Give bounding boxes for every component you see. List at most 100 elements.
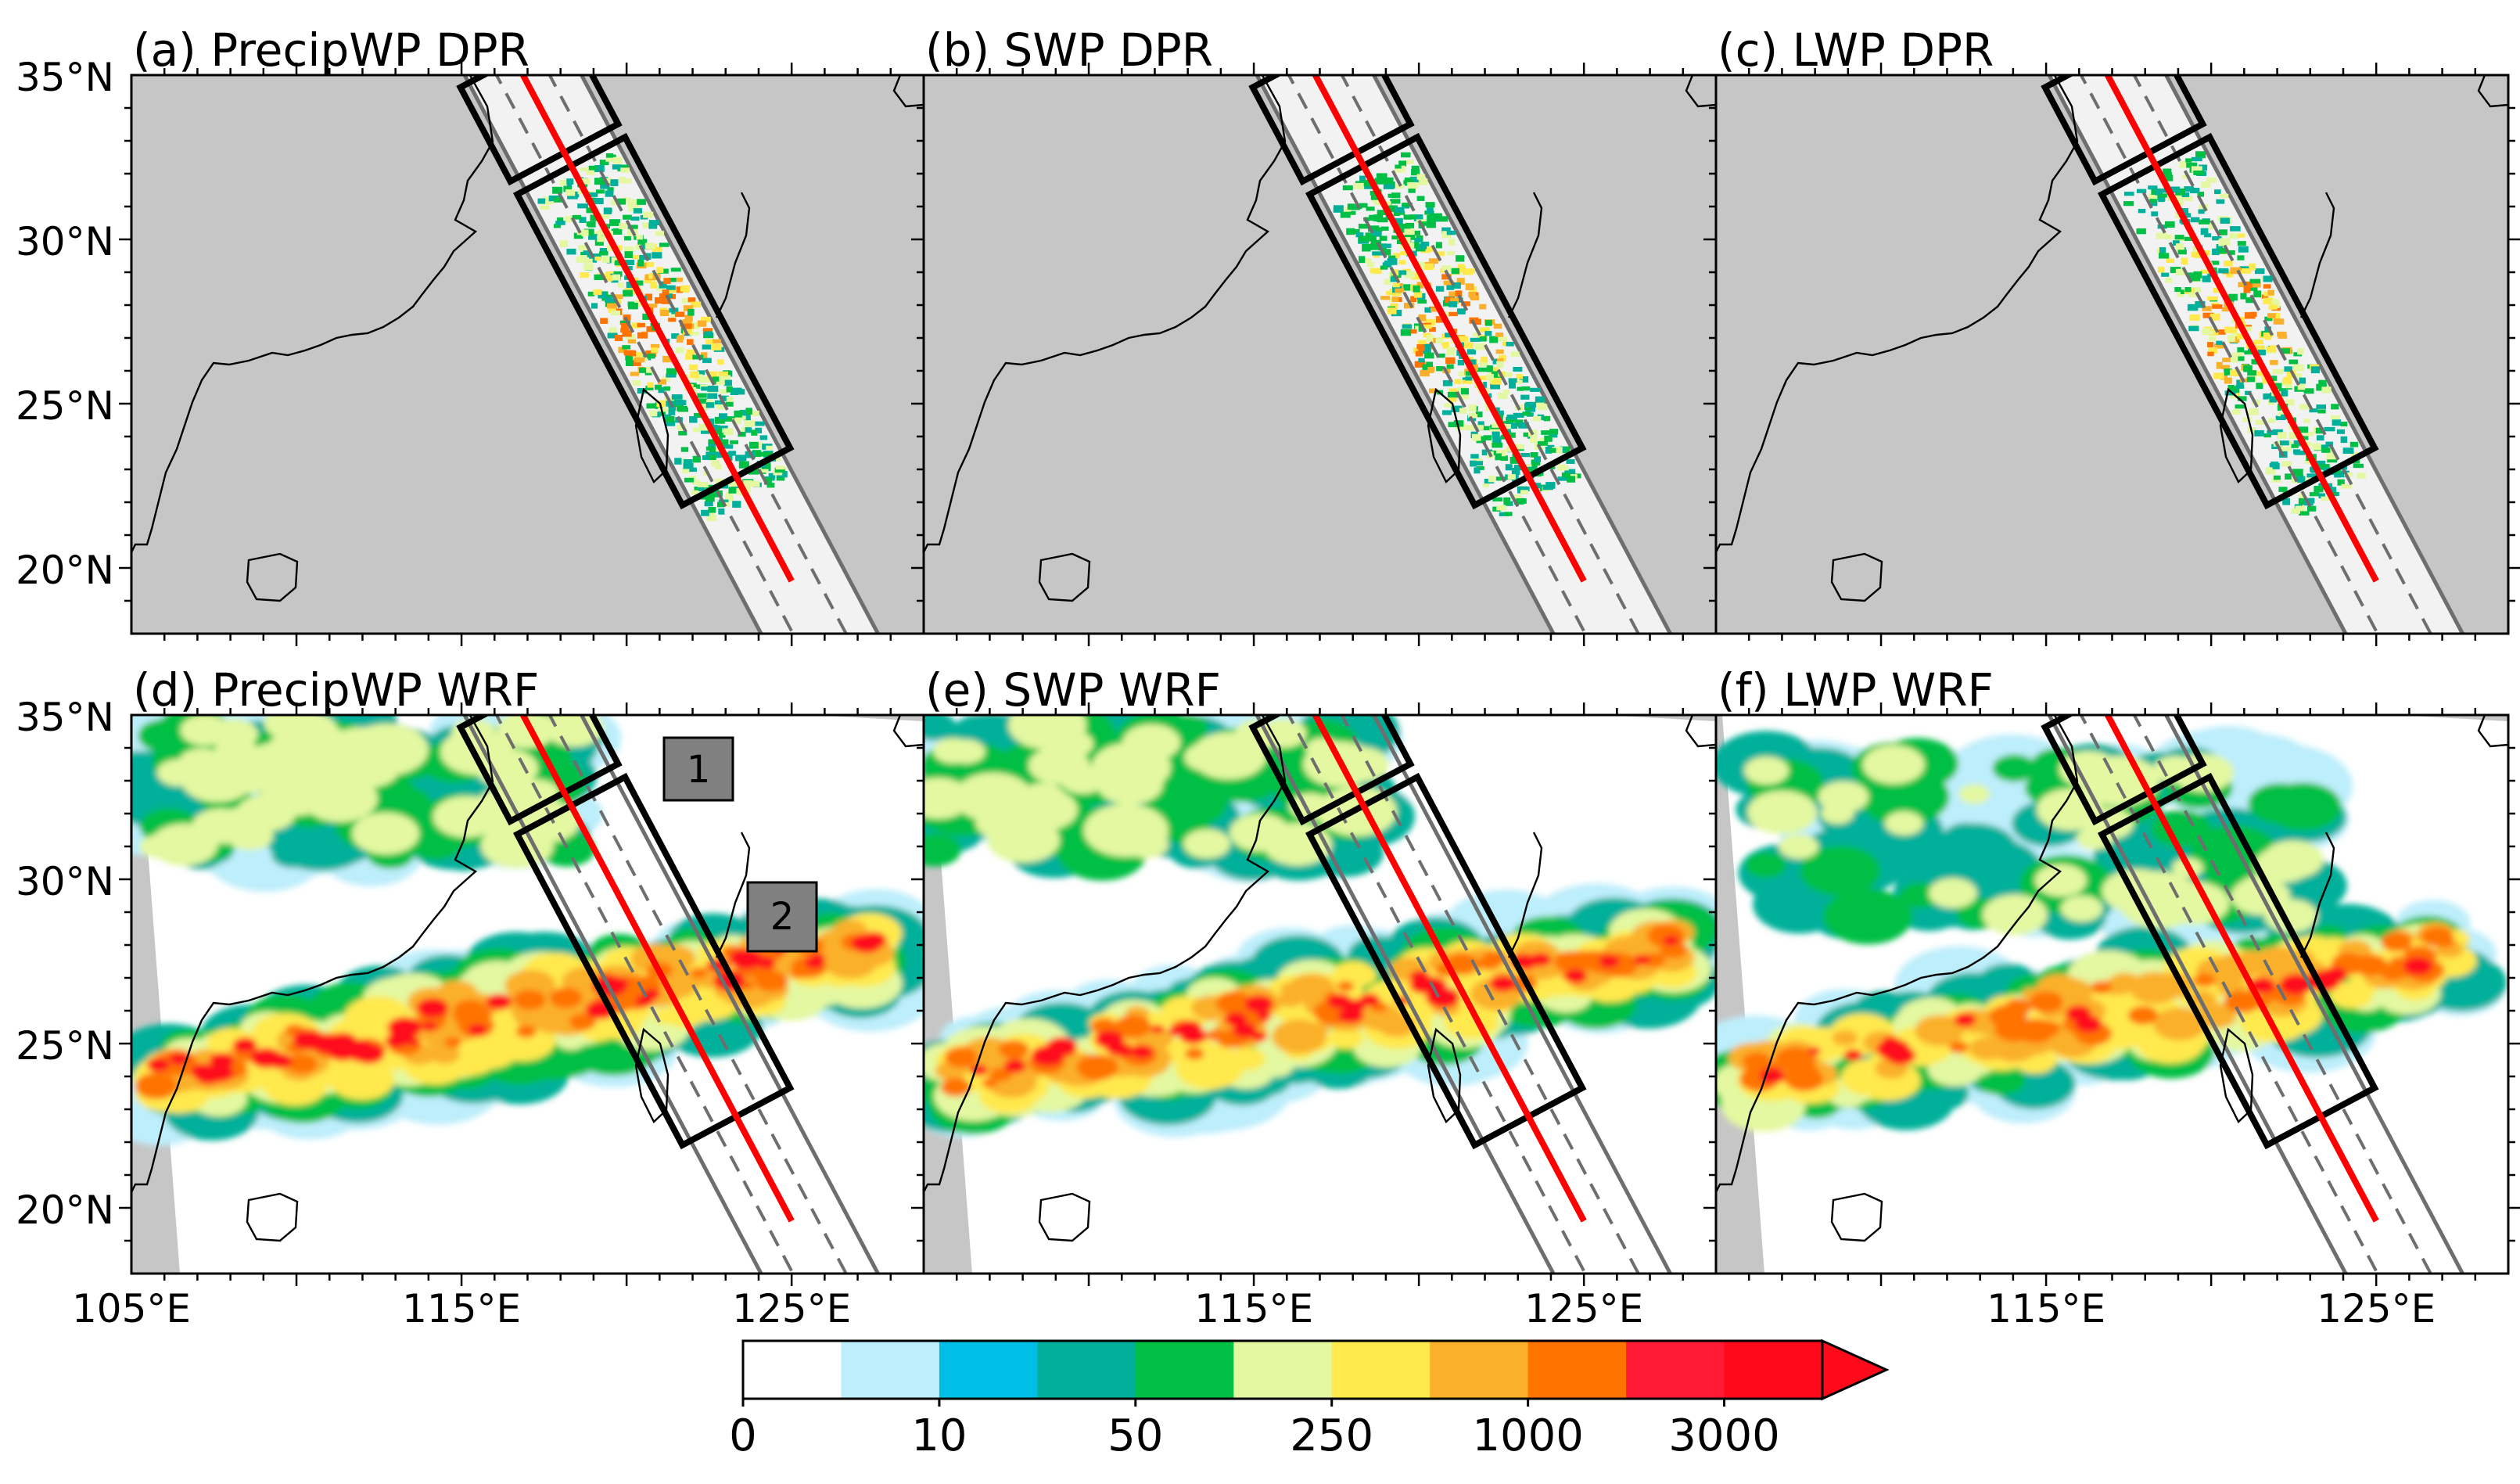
- colorbar-segment: [841, 1341, 940, 1399]
- analysis-box-2: [2097, 772, 2379, 1150]
- analysis-box-1: [456, 715, 623, 826]
- coastline: [1685, 715, 1716, 748]
- map-panel-1: (a) PrecipWP DPR 35°N 30°N 25°N 20°N: [16, 23, 936, 646]
- analysis-box-1: [1248, 715, 1415, 826]
- coastline: [2299, 832, 2335, 958]
- colorbar-tick-label: 250: [1290, 1410, 1373, 1461]
- taiwan-island: [634, 1027, 669, 1123]
- map-panel-5: (e) SWP WRF 115°E 125°E: [911, 663, 1728, 1331]
- coastline: [715, 832, 751, 958]
- hainan-island: [1038, 552, 1091, 602]
- map-panel-6: (f) LWP WRF 115°E 125°E: [1703, 663, 2520, 1331]
- swath-inner-line: [1287, 715, 1588, 1274]
- lat-tick-label: 20°N: [16, 1188, 114, 1233]
- lon-tick-label: 125°E: [2317, 1286, 2436, 1331]
- outside-domain: [1716, 715, 1764, 1274]
- swath-inner-line: [1340, 715, 1641, 1274]
- colorbar-segment: [939, 1341, 1038, 1399]
- coastline: [1685, 75, 1716, 108]
- colorbar-segment: [1527, 1341, 1627, 1399]
- swath-inner-line: [2132, 75, 2433, 634]
- colorbar-tick-label: 3000: [1668, 1410, 1780, 1461]
- hainan-island: [246, 552, 299, 602]
- panel-label: (d) PrecipWP WRF: [133, 663, 539, 717]
- analysis-box-1: [2041, 75, 2207, 186]
- colorbar-segment: [1135, 1341, 1234, 1399]
- coastline: [892, 715, 924, 748]
- lon-tick-label: 115°E: [1194, 1286, 1313, 1331]
- swath-inner-line: [1287, 75, 1588, 634]
- outside-domain: [1604, 715, 1716, 721]
- colorbar-extend-arrow: [1821, 1338, 1890, 1401]
- region-label-1: 1: [662, 736, 734, 802]
- panel-label: (f) LWP WRF: [1718, 663, 1994, 717]
- coastline: [892, 75, 924, 108]
- lat-tick-label: 20°N: [16, 548, 114, 593]
- colorbar-segment: [1233, 1341, 1333, 1399]
- lat-tick-label: 30°N: [16, 859, 114, 904]
- coastline: [2299, 192, 2335, 318]
- colorbar-frame: [741, 1339, 1822, 1400]
- swath-inner-line: [2079, 715, 2380, 1274]
- colorbar-tick-label: 10: [911, 1410, 967, 1461]
- coastline: [131, 75, 494, 553]
- colorbar: 0 10 50 250 1000 3000: [729, 1338, 1890, 1461]
- lat-tick-label: 30°N: [16, 219, 114, 264]
- hainan-island: [1830, 1192, 1883, 1242]
- panel-label: (e) SWP WRF: [925, 663, 1221, 717]
- analysis-box-2: [1305, 772, 1587, 1150]
- coastline: [715, 192, 751, 318]
- swath-inner-line: [494, 75, 795, 634]
- colorbar-segment: [1331, 1341, 1431, 1399]
- region-label-2-text: 2: [770, 895, 795, 939]
- lon-tick-label: 115°E: [402, 1286, 521, 1331]
- taiwan-island: [634, 387, 669, 483]
- hainan-island: [1830, 552, 1883, 602]
- satellite-track: [2104, 715, 2379, 1223]
- coastline: [924, 75, 1287, 553]
- analysis-box-1: [2041, 715, 2207, 826]
- coastline: [2477, 75, 2508, 108]
- panel-label: (a) PrecipWP DPR: [133, 23, 529, 77]
- colorbar-segment: [743, 1341, 842, 1399]
- hainan-island: [246, 1192, 299, 1242]
- coastline: [924, 715, 1287, 1193]
- water-path-field: [1716, 725, 2507, 1132]
- lat-tick-label: 35°N: [16, 695, 114, 740]
- satellite-track: [1312, 715, 1587, 1223]
- swath-inner-line: [1340, 75, 1641, 634]
- region-label-2: 2: [746, 881, 818, 953]
- taiwan-island: [1427, 387, 1462, 483]
- swath-inner-line: [2132, 715, 2433, 1274]
- lon-tick-label: 105°E: [72, 1286, 191, 1331]
- colorbar-segment: [1724, 1341, 1823, 1399]
- lat-tick-label: 25°N: [16, 383, 114, 429]
- analysis-box-2: [512, 132, 795, 510]
- colorbar-tick-label: 50: [1107, 1410, 1163, 1461]
- taiwan-island: [1427, 1027, 1462, 1123]
- region-label-1-text: 1: [687, 748, 711, 792]
- analysis-box-2: [1305, 132, 1587, 510]
- map-panel-3: (c) LWP DPR: [1703, 23, 2520, 646]
- map-panel-2: (b) SWP DPR: [911, 23, 1728, 646]
- coastline: [2477, 715, 2508, 748]
- lon-tick-label: 125°E: [732, 1286, 851, 1331]
- panel-label: (c) LWP DPR: [1718, 23, 1994, 77]
- colorbar-segment: [1430, 1341, 1529, 1399]
- swath-inner-line: [2079, 75, 2380, 634]
- taiwan-island: [2219, 387, 2254, 483]
- satellite-track: [519, 75, 795, 583]
- coastline: [1507, 192, 1543, 318]
- colorbar-tick-label: 1000: [1472, 1410, 1584, 1461]
- coastline: [131, 715, 494, 1193]
- colorbar-tick-label: 0: [729, 1410, 757, 1461]
- analysis-box-2: [512, 772, 795, 1150]
- map-panel-4: (d) PrecipWP WRF 35°N 30°N 25°N 20°N 105°E 115…: [16, 663, 936, 1331]
- lon-tick-label: 125°E: [1524, 1286, 1643, 1331]
- satellite-track: [1312, 75, 1587, 583]
- colorbar-segment: [1037, 1341, 1136, 1399]
- coastline: [1507, 832, 1543, 958]
- coastline: [1716, 75, 2079, 553]
- analysis-box-1: [456, 75, 623, 186]
